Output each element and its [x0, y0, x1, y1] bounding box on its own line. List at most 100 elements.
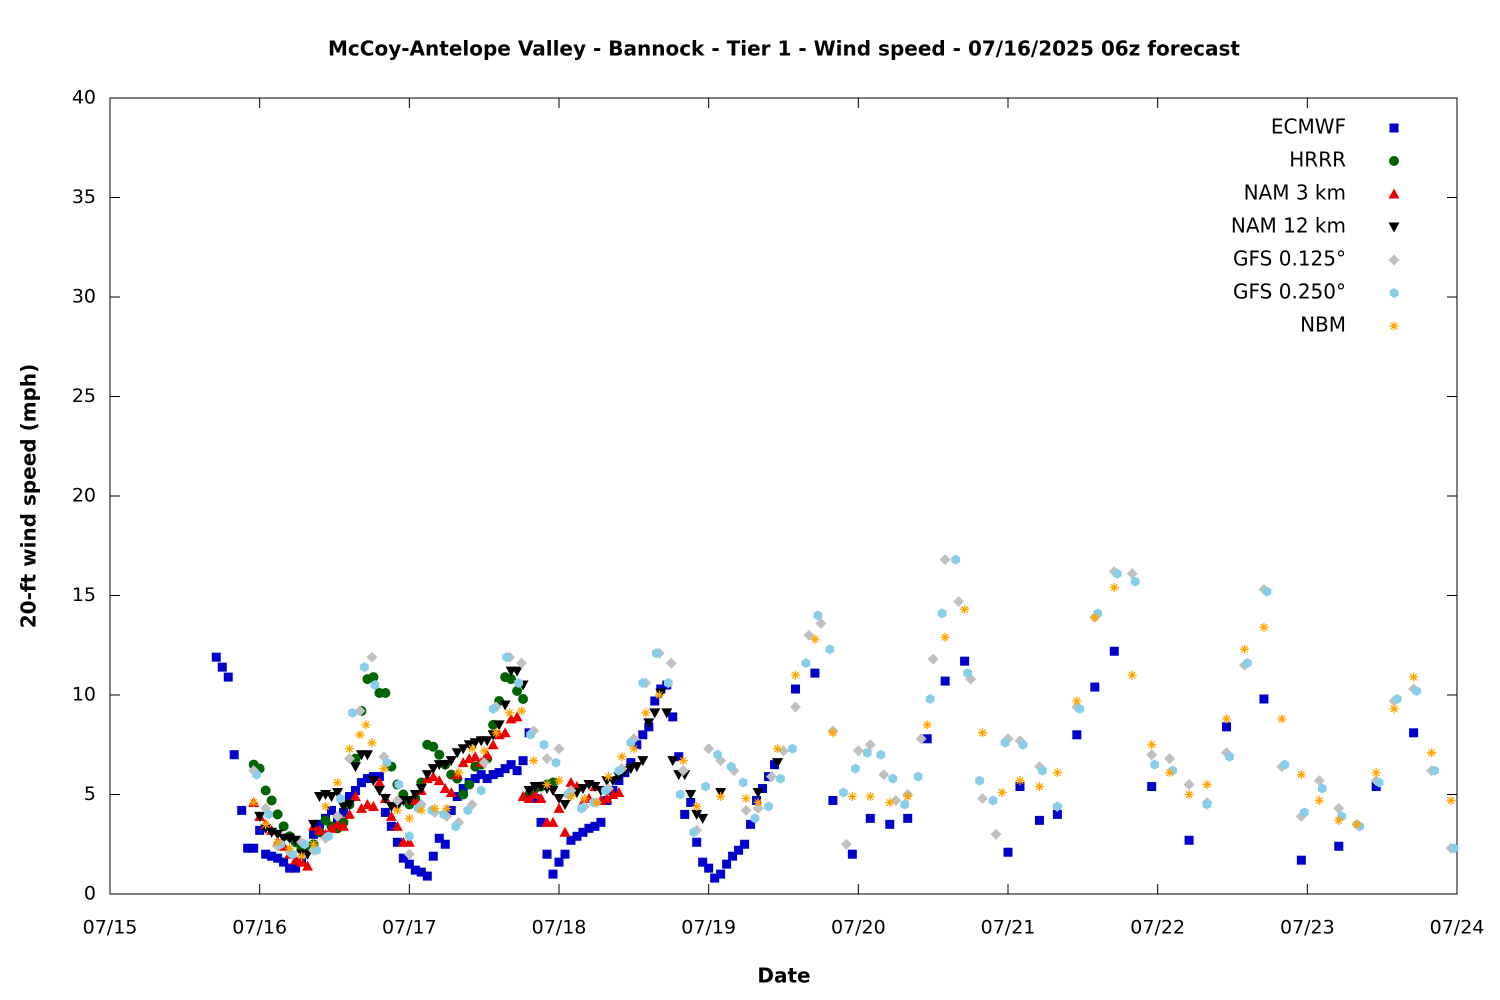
data-point — [554, 857, 564, 867]
data-point — [343, 808, 355, 819]
data-point — [1371, 768, 1381, 778]
data-point — [680, 809, 690, 819]
data-point — [716, 869, 726, 879]
data-point — [539, 739, 549, 750]
data-point — [1427, 748, 1437, 758]
data-point — [349, 762, 361, 773]
data-point — [1446, 795, 1456, 805]
data-point — [862, 747, 872, 758]
data-point — [691, 809, 703, 820]
data-point — [288, 849, 297, 860]
data-point — [254, 811, 266, 822]
data-point — [1259, 694, 1269, 704]
data-point — [577, 803, 586, 814]
data-point — [331, 818, 343, 829]
data-point — [481, 749, 493, 760]
data-point — [553, 802, 565, 813]
data-point — [828, 795, 838, 805]
data-point — [689, 827, 699, 838]
data-point — [1334, 815, 1344, 825]
data-point — [703, 743, 715, 755]
data-point — [361, 798, 373, 809]
data-point — [506, 674, 517, 685]
data-point — [697, 813, 709, 824]
y-tick-label: 0 — [84, 883, 96, 905]
data-point — [469, 751, 481, 762]
data-point — [900, 799, 910, 810]
data-point — [308, 819, 320, 830]
data-point — [445, 787, 457, 798]
x-tick-label: 07/20 — [831, 917, 886, 939]
legend-marker — [1389, 123, 1399, 133]
data-point — [421, 770, 433, 781]
data-point — [321, 801, 331, 811]
data-point — [927, 653, 939, 665]
data-point — [675, 789, 685, 800]
data-point — [493, 720, 505, 731]
data-point — [458, 789, 469, 800]
data-point — [487, 739, 499, 750]
data-point — [596, 817, 606, 827]
data-point — [547, 786, 559, 797]
data-point — [535, 792, 547, 803]
y-tick-label: 25 — [72, 385, 96, 407]
data-point — [701, 781, 711, 792]
data-point — [1000, 737, 1010, 748]
x-tick-label: 07/22 — [1130, 917, 1185, 939]
data-point — [332, 778, 342, 788]
data-point — [772, 758, 784, 769]
data-point — [631, 762, 643, 773]
data-point — [463, 805, 473, 816]
data-point — [740, 839, 750, 849]
x-tick-label: 07/19 — [681, 917, 736, 939]
data-point — [290, 854, 302, 865]
y-tick-label: 5 — [84, 783, 96, 805]
data-point — [551, 757, 561, 768]
data-point — [512, 686, 523, 697]
x-tick-label: 07/18 — [532, 917, 587, 939]
data-point — [629, 744, 639, 754]
legend-label: NBM — [1300, 313, 1346, 337]
data-point — [511, 666, 523, 677]
data-point — [514, 678, 523, 689]
legend-label: NAM 3 km — [1244, 181, 1346, 205]
data-point — [481, 736, 493, 747]
data-point — [542, 849, 552, 859]
data-point — [478, 757, 490, 769]
data-point — [379, 764, 389, 774]
data-point — [272, 809, 283, 820]
data-point — [839, 787, 848, 798]
data-point — [252, 769, 262, 780]
x-tick-label: 07/15 — [83, 917, 138, 939]
data-point — [343, 753, 355, 765]
data-point — [625, 764, 637, 775]
data-point — [649, 708, 661, 719]
data-point — [343, 799, 355, 810]
data-point — [1150, 759, 1160, 770]
x-axis-label: Date — [757, 964, 810, 988]
data-point — [638, 730, 648, 740]
data-point — [337, 801, 349, 812]
chart-title: McCoy-Antelope Valley - Bannock - Tier 1… — [328, 37, 1240, 61]
data-point — [553, 743, 565, 755]
data-point — [405, 831, 414, 842]
data-point — [752, 788, 764, 799]
data-point — [1317, 783, 1327, 794]
data-point — [523, 792, 535, 803]
data-point — [651, 648, 661, 659]
data-point — [852, 745, 864, 757]
data-point — [439, 760, 451, 771]
data-point — [643, 718, 655, 729]
data-point — [960, 604, 970, 614]
data-point — [1409, 728, 1419, 738]
data-point — [764, 801, 773, 812]
data-point — [554, 776, 564, 786]
data-point — [601, 785, 610, 796]
data-point — [638, 678, 648, 689]
data-point — [331, 810, 343, 822]
data-point — [665, 657, 677, 669]
data-point — [1109, 583, 1119, 593]
data-point — [404, 813, 414, 823]
data-point — [963, 668, 972, 679]
